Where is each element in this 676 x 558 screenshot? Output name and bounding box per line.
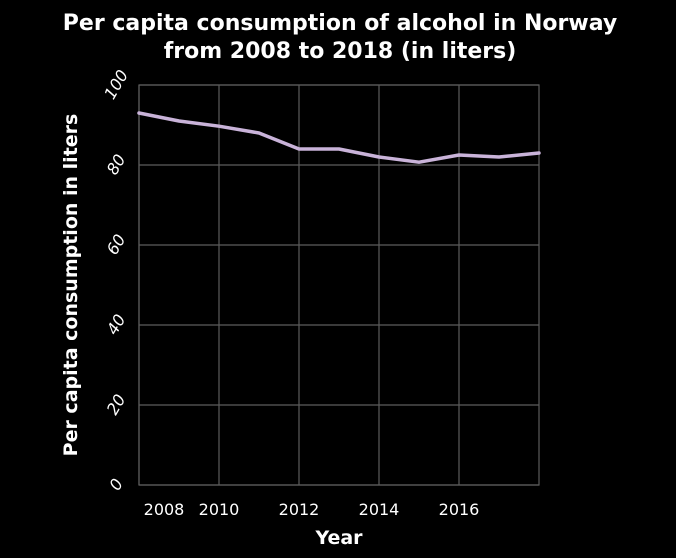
grid <box>138 84 539 486</box>
y-tick-label: 100 <box>100 67 132 103</box>
x-tick-label: 2010 <box>199 500 240 519</box>
x-tick-label: 2014 <box>359 500 400 519</box>
y-tick-label: 80 <box>103 151 130 178</box>
x-tick-label: 2008 <box>144 500 185 519</box>
x-axis-ticks: 2008 2010 2012 2014 2016 <box>144 500 480 519</box>
x-tick-label: 2012 <box>279 500 320 519</box>
y-axis-label: Per capita consumption in liters <box>60 114 82 457</box>
x-axis-label: Year <box>314 527 363 549</box>
y-tick-label: 20 <box>103 391 130 418</box>
plot-area-frame <box>138 84 540 486</box>
chart-title-line-1: Per capita consumption of alcohol in Nor… <box>63 11 617 36</box>
y-axis-ticks: 0 20 40 60 80 100 <box>100 67 132 494</box>
chart-title-line-2: from 2008 to 2018 (in liters) <box>164 39 517 64</box>
y-tick-label: 0 <box>105 475 127 493</box>
y-tick-label: 40 <box>103 311 130 338</box>
y-tick-label: 60 <box>103 231 130 258</box>
series-line <box>137 111 541 164</box>
x-tick-label: 2016 <box>439 500 480 519</box>
